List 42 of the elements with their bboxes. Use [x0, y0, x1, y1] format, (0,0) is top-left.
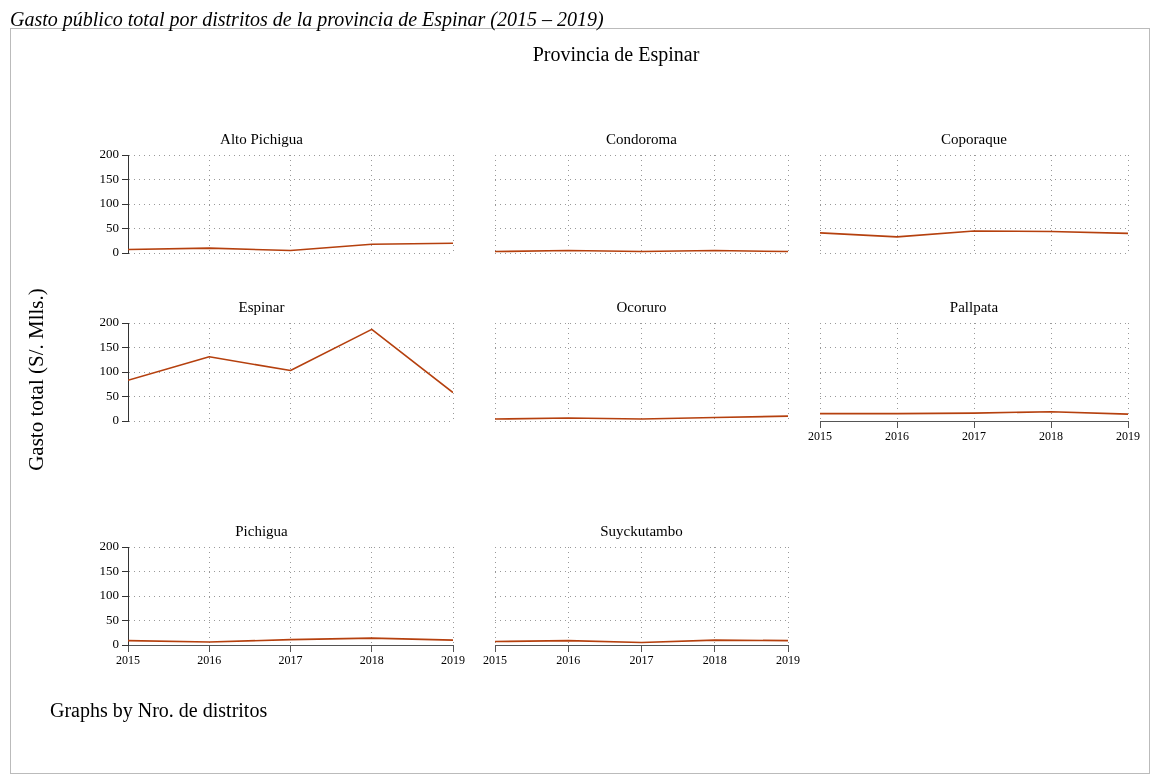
- y-tick-label: 150: [99, 170, 119, 186]
- text: Graphs by Nro. de distritos: [50, 699, 268, 722]
- text: Gasto público total por distritos de la provincia de Espinar (2015 – 2019): [10, 8, 604, 31]
- chart-title: Coporaque: [941, 130, 1008, 147]
- chart-title: Ocoruro: [616, 298, 667, 315]
- chart-title: Pallpata: [949, 298, 999, 315]
- x-tick-label: 2017: [278, 653, 303, 668]
- x-tick-label: 2019: [776, 653, 800, 668]
- chart-title: Suyckutambo: [600, 522, 683, 539]
- y-tick-label: 50: [106, 387, 119, 403]
- x-tick-label: 2018: [359, 653, 384, 668]
- x-tick-label: 2018: [1039, 429, 1063, 444]
- x-tick-label: 2019: [1116, 429, 1140, 444]
- y-axis-title: Gasto total (S/. Mlls.): [23, 287, 49, 473]
- x-tick-label: 2016: [556, 653, 581, 668]
- x-tick-label: 2017: [629, 653, 654, 668]
- text: Provincia de Espinar: [531, 43, 701, 66]
- y-tick-label: 100: [99, 363, 119, 379]
- y-tick-label: 50: [106, 219, 119, 235]
- y-tick-label: 0: [112, 412, 119, 428]
- chart-title: Pichigua: [235, 522, 289, 539]
- y-tick-label: 200: [99, 538, 119, 554]
- y-tick-label: 0: [112, 244, 119, 260]
- chart-title: Condoroma: [606, 130, 678, 147]
- x-tick-label: 2016: [885, 429, 909, 444]
- x-tick-label: 2015: [116, 653, 140, 668]
- y-tick-label: 100: [99, 587, 119, 603]
- y-tick-label: 200: [99, 146, 119, 162]
- x-tick-label: 2015: [483, 653, 507, 668]
- y-tick-label: 100: [99, 195, 119, 211]
- y-tick-label: 150: [99, 338, 119, 354]
- x-tick-label: 2017: [962, 429, 986, 444]
- chart-title: Alto Pichigua: [220, 130, 304, 147]
- y-tick-label: 150: [99, 562, 119, 578]
- y-tick-label: 0: [112, 636, 119, 652]
- x-tick-label: 2015: [808, 429, 832, 444]
- x-tick-label: 2019: [441, 653, 465, 668]
- chart-title: Espinar: [238, 298, 285, 315]
- x-tick-label: 2016: [197, 653, 222, 668]
- y-tick-label: 50: [106, 611, 119, 627]
- y-tick-label: 200: [99, 314, 119, 330]
- x-tick-label: 2018: [702, 653, 727, 668]
